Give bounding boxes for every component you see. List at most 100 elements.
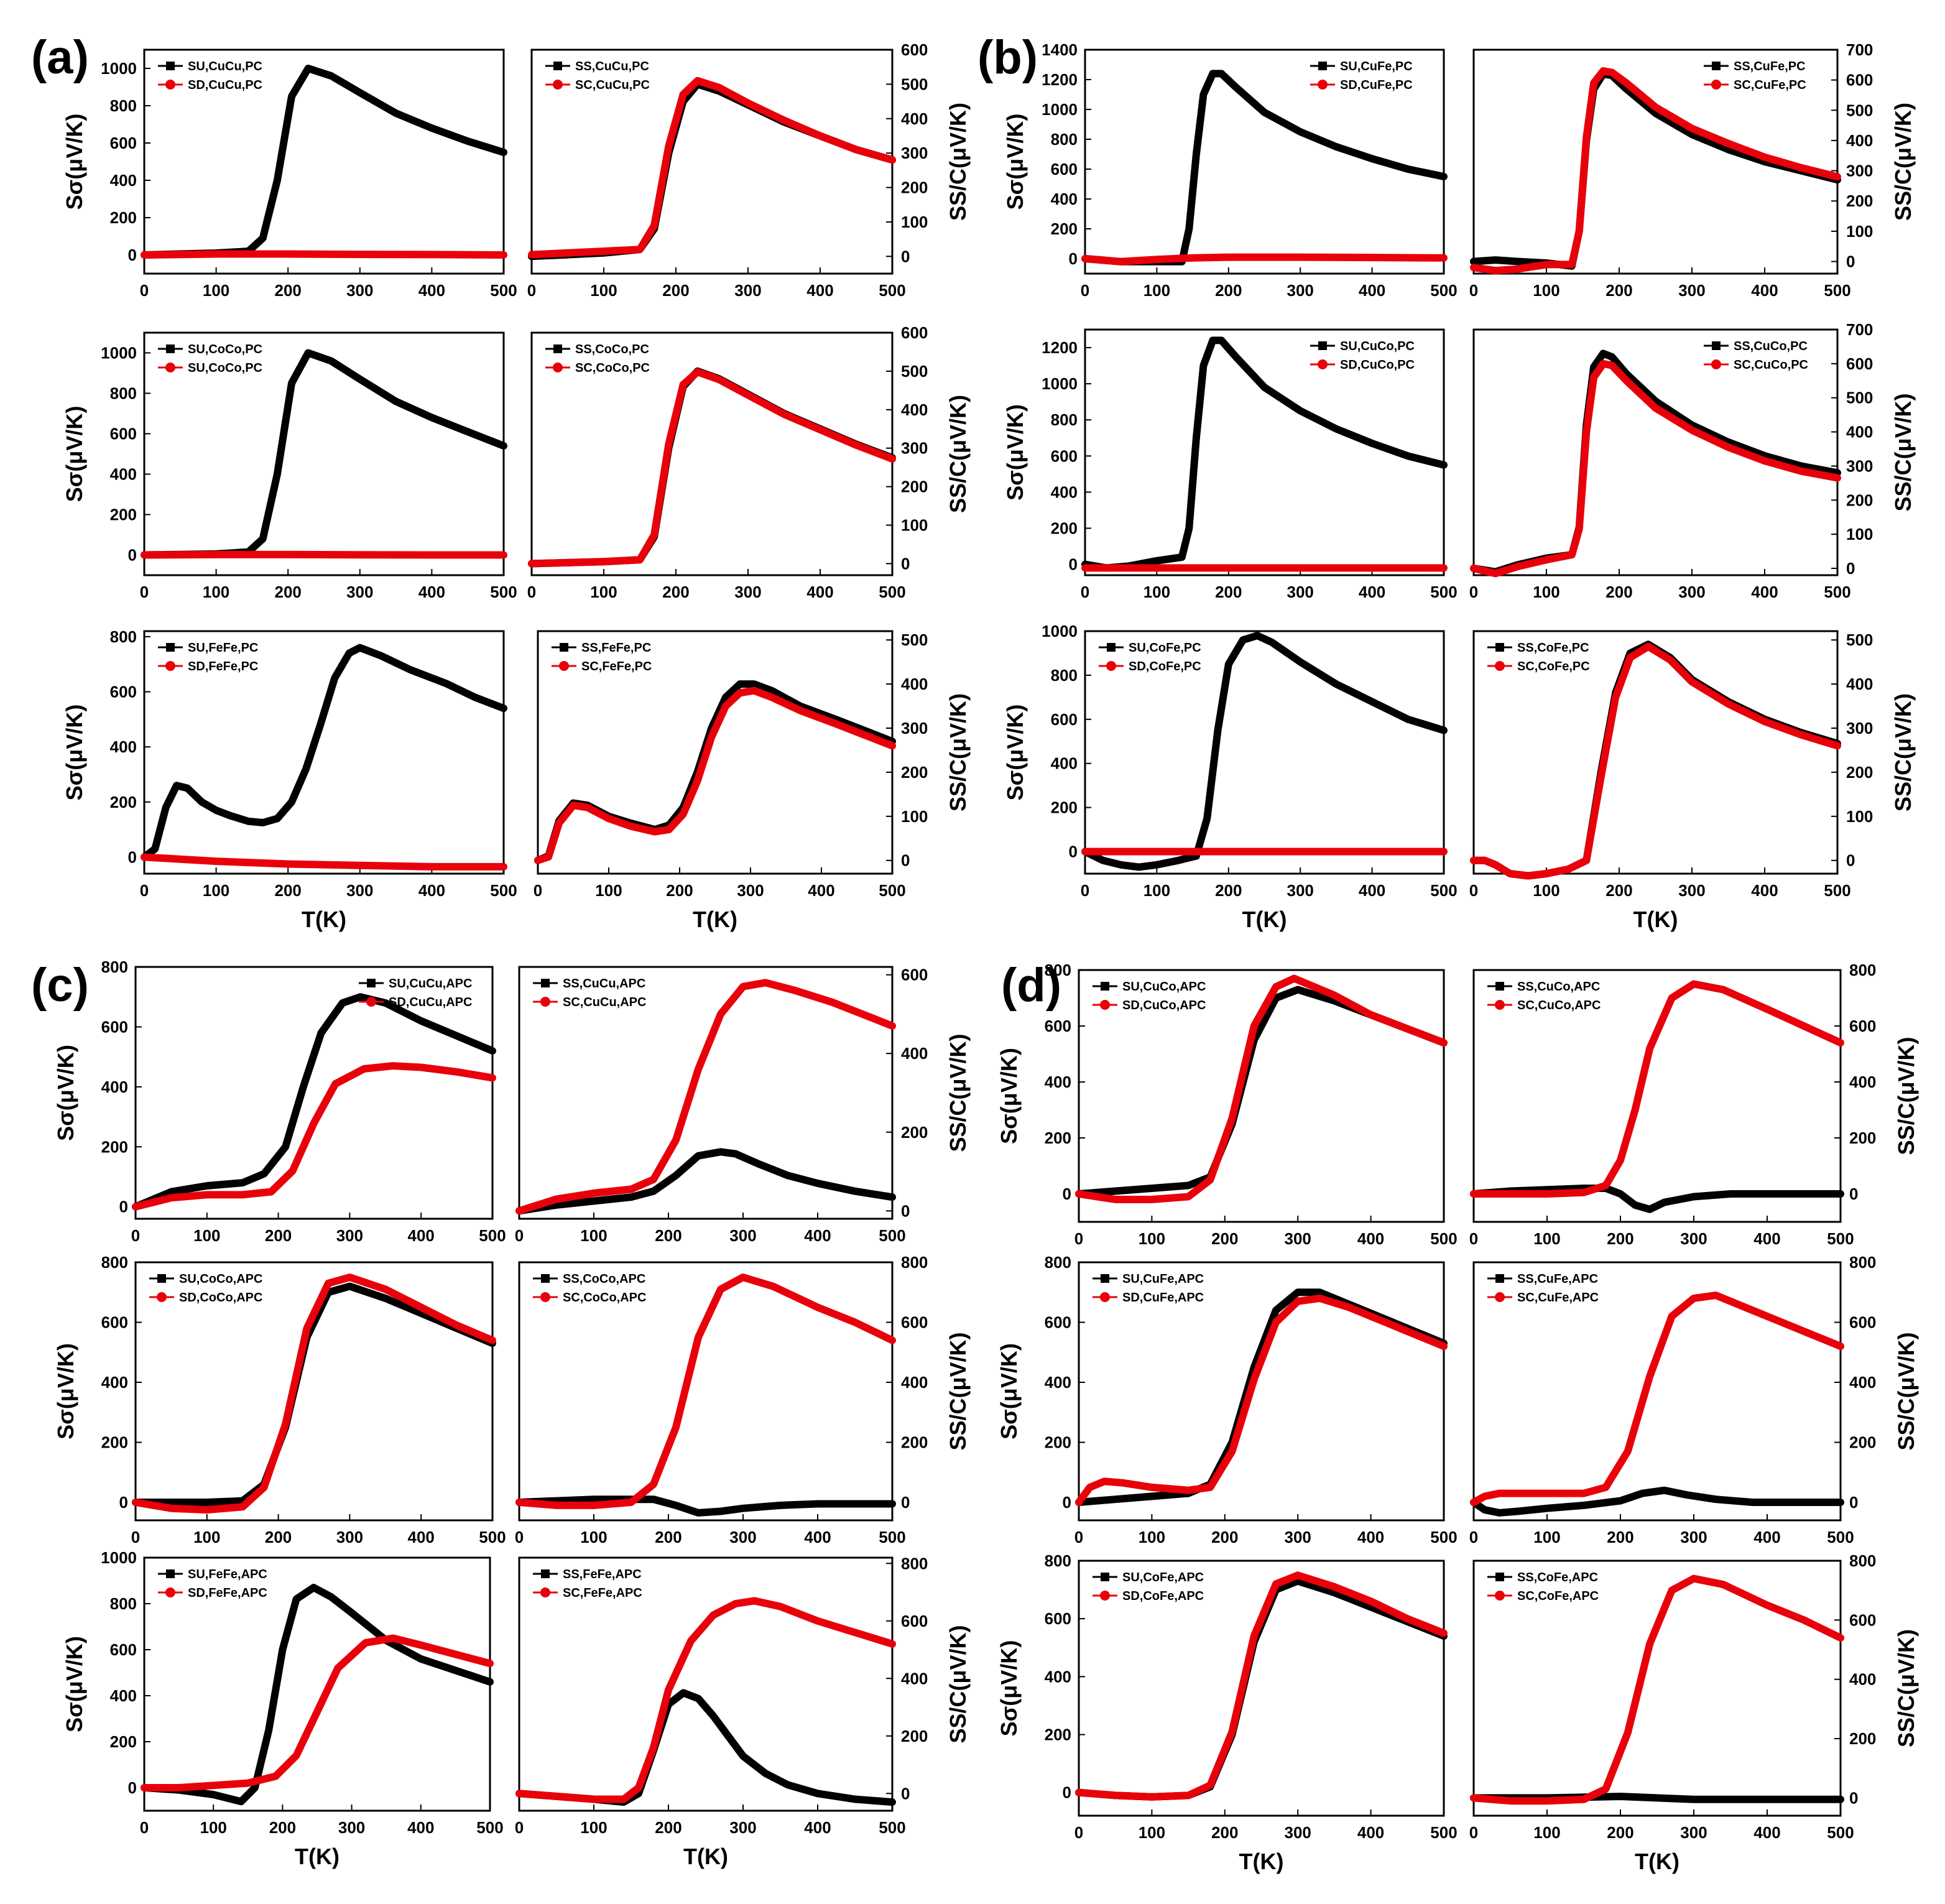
- series-line-2: [515, 1597, 896, 1803]
- x-tick-label: 300: [1285, 1528, 1311, 1546]
- y-tick-label: 0: [1063, 1783, 1071, 1802]
- x-axis-label: T(K): [1633, 907, 1678, 932]
- x-tick-label: 200: [662, 281, 689, 300]
- x-tick-label: 200: [1607, 1229, 1633, 1248]
- y-tick-label: 800: [110, 1594, 137, 1613]
- legend-marker-square: [560, 643, 568, 652]
- y-tick-label: 200: [110, 208, 137, 227]
- legend-label: SU,CuCo,PC: [1340, 340, 1415, 353]
- x-tick-label: 100: [203, 281, 229, 300]
- y-tick-label: 100: [1846, 525, 1873, 543]
- legend-marker-square: [1495, 643, 1504, 652]
- y-tick-label: 400: [901, 675, 928, 693]
- x-tick-label: 300: [729, 1528, 756, 1546]
- series-line-1: [1081, 632, 1448, 871]
- x-tick-label: 500: [879, 1528, 905, 1546]
- y-tick-label: 200: [1849, 1129, 1876, 1147]
- y-tick-label: 500: [901, 75, 928, 93]
- x-tick-label: 500: [879, 1226, 905, 1245]
- subplot-d6: 0 100 200 300 400 500 0 200 400 600 800 T(K) SS/C(μV…: [1469, 1551, 1919, 1874]
- x-tick-label: 500: [879, 281, 905, 300]
- x-tick-label: 500: [879, 1818, 905, 1837]
- y-tick-label: 600: [1849, 1017, 1876, 1035]
- y-tick-label: 400: [110, 1686, 137, 1705]
- x-tick-label: 400: [418, 583, 445, 601]
- x-tick-label: 200: [275, 583, 302, 601]
- legend-marker-square: [166, 62, 175, 70]
- x-tick-label: 300: [1287, 583, 1314, 601]
- series-line-2: [1075, 1571, 1448, 1801]
- y-axis-label: Sσ(μV/K): [62, 705, 87, 801]
- legend-marker-square: [1101, 1274, 1109, 1283]
- y-tick-label: 1000: [1042, 374, 1078, 393]
- y-axis-label: SS/C(μV/K): [945, 1625, 971, 1743]
- x-tick-label: 300: [729, 1226, 756, 1245]
- series-line-2: [1470, 67, 1841, 275]
- legend-label: SC,CoFe,PC: [1517, 660, 1590, 673]
- y-tick-label: 0: [128, 546, 137, 565]
- y-tick-label: 0: [119, 1198, 128, 1216]
- x-tick-label: 300: [1678, 281, 1705, 300]
- x-tick-label: 400: [1751, 881, 1778, 900]
- y-tick-label: 400: [1051, 483, 1078, 501]
- x-tick-label: 300: [1287, 281, 1314, 300]
- x-tick-label: 500: [1430, 281, 1457, 300]
- y-axis-label: SS/C(μV/K): [945, 1033, 971, 1152]
- legend-label: SD,CuCo,APC: [1122, 999, 1206, 1012]
- x-tick-label: 200: [666, 881, 693, 900]
- subplot-b5: 0 100 200 300 400 500 0 200 400 600 800 1000 T(K) Sσ(…: [1002, 622, 1458, 932]
- x-tick-label: 200: [1211, 1528, 1238, 1546]
- legend-label: SD,CuFe,APC: [1122, 1291, 1204, 1305]
- x-tick-label: 300: [1678, 881, 1705, 900]
- x-tick-label: 100: [1533, 1823, 1560, 1842]
- y-tick-label: 800: [110, 384, 137, 403]
- x-tick-label: 0: [1081, 281, 1089, 300]
- y-tick-label: 800: [101, 958, 128, 976]
- y-tick-label: 400: [1846, 675, 1873, 693]
- y-tick-label: 600: [110, 425, 137, 443]
- y-tick-label: 400: [1849, 1670, 1876, 1689]
- legend-label: SU,CoCo,PC: [188, 343, 262, 356]
- x-tick-label: 300: [1680, 1528, 1707, 1546]
- y-tick-label: 800: [901, 1253, 928, 1272]
- y-tick-label: 400: [110, 737, 137, 756]
- legend-label: SC,CuCu,PC: [575, 78, 650, 92]
- x-tick-label: 400: [1357, 1229, 1384, 1248]
- y-tick-label: 400: [1045, 1667, 1071, 1686]
- legend-marker-circle: [540, 997, 550, 1007]
- y-tick-label: 200: [1045, 1129, 1071, 1147]
- y-tick-label: 800: [1051, 130, 1078, 149]
- legend-label: SU,CoCo,PC: [188, 361, 262, 375]
- y-tick-label: 800: [1045, 1551, 1071, 1570]
- x-tick-label: 500: [1430, 583, 1457, 601]
- x-tick-label: 500: [1824, 881, 1850, 900]
- y-tick-label: 200: [1849, 1433, 1876, 1452]
- legend-marker-square: [157, 1274, 166, 1283]
- y-tick-label: 200: [101, 1137, 128, 1156]
- legend-marker-square: [1712, 341, 1721, 350]
- y-tick-label: 1000: [1042, 622, 1078, 640]
- x-tick-label: 0: [1469, 281, 1478, 300]
- y-tick-label: 600: [901, 1612, 928, 1630]
- y-tick-label: 200: [1846, 491, 1873, 509]
- y-tick-label: 600: [901, 40, 928, 59]
- x-tick-label: 500: [1430, 1528, 1457, 1546]
- series-line-2: [515, 1273, 896, 1509]
- legend-marker-circle: [1318, 359, 1328, 369]
- legend-label: SS,CuCo,PC: [1734, 340, 1808, 353]
- y-tick-label: 300: [901, 144, 928, 162]
- x-tick-label: 100: [590, 583, 617, 601]
- x-tick-label: 200: [269, 1818, 296, 1837]
- y-tick-label: 1200: [1042, 338, 1078, 357]
- y-axis-label: SS/C(μV/K): [1890, 693, 1916, 811]
- legend-marker-circle: [1106, 661, 1116, 671]
- y-tick-label: 100: [1846, 807, 1873, 826]
- plot-frame: [1078, 1560, 1445, 1817]
- panel-label-a: (a): [31, 31, 89, 84]
- y-tick-label: 400: [1045, 1373, 1071, 1392]
- y-tick-label: 600: [101, 1313, 128, 1332]
- series-line-2: [1075, 1294, 1448, 1506]
- series-line-2: [141, 1634, 494, 1791]
- x-tick-label: 100: [1533, 881, 1559, 900]
